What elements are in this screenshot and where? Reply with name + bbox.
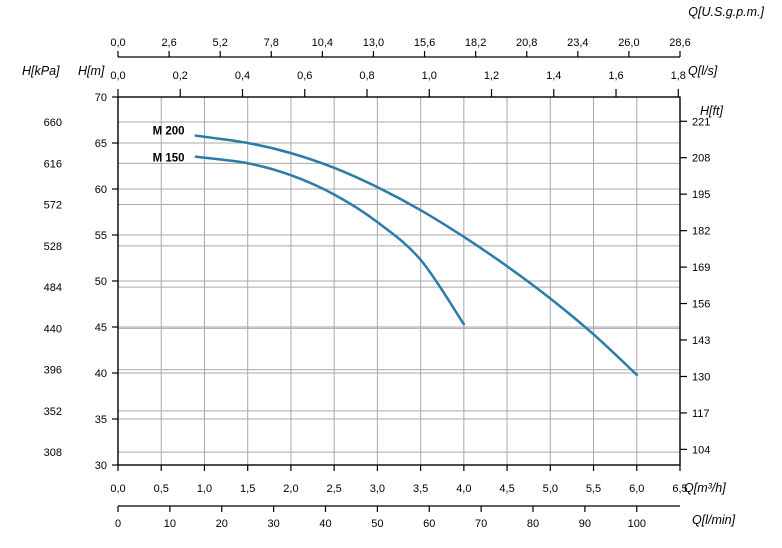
- lmin-tick-label: 80: [527, 518, 539, 530]
- kpa-tick-label: 396: [44, 365, 62, 377]
- m3h-tick-label: 4,5: [499, 483, 514, 495]
- kpa-tick-label: 308: [44, 447, 62, 459]
- ls-tick-label: 1,4: [546, 70, 561, 82]
- axis-title-ft: H[ft]: [700, 104, 723, 118]
- lmin-tick-label: 0: [115, 518, 121, 530]
- m3h-tick-label: 0,5: [154, 483, 169, 495]
- m3h-tick-label: 4,0: [456, 483, 471, 495]
- m3h-tick-label: 5,5: [586, 483, 601, 495]
- lmin-tick-label: 40: [319, 518, 331, 530]
- m-tick-label: 65: [95, 138, 107, 150]
- kpa-tick-label: 528: [44, 241, 62, 253]
- m3h-tick-label: 2,0: [283, 483, 298, 495]
- m3h-tick-label: 1,5: [240, 483, 255, 495]
- axis-title-m3h: Q[m³/h]: [684, 481, 726, 495]
- gpm-tick-label: 0,0: [110, 37, 125, 49]
- axis-title-ls: Q[l/s]: [688, 64, 718, 78]
- ft-tick-label: 208: [692, 153, 710, 165]
- ft-tick-label: 195: [692, 189, 710, 201]
- ls-tick-label: 0,6: [297, 70, 312, 82]
- ft-tick-label: 156: [692, 299, 710, 311]
- ls-tick-label: 1,2: [484, 70, 499, 82]
- lmin-tick-label: 20: [216, 518, 228, 530]
- curve-m-200: [194, 134, 639, 377]
- lmin-tick-label: 10: [164, 518, 176, 530]
- ls-tick-label: 0,2: [173, 70, 188, 82]
- curve-label-m-150: M 150: [153, 152, 185, 164]
- lmin-tick-label: 50: [371, 518, 383, 530]
- kpa-tick-label: 484: [44, 282, 62, 294]
- ls-tick-label: 1,6: [608, 70, 623, 82]
- axis-title-lmin: Q[l/min]: [692, 513, 736, 527]
- gpm-tick-label: 5,2: [213, 37, 228, 49]
- gpm-tick-label: 20,8: [516, 37, 537, 49]
- kpa-tick-label: 660: [44, 117, 62, 129]
- ls-tick-label: 1,0: [422, 70, 437, 82]
- ls-tick-label: 0,8: [359, 70, 374, 82]
- gpm-tick-label: 18,2: [465, 37, 486, 49]
- lmin-tick-label: 90: [579, 518, 591, 530]
- gpm-tick-label: 2,6: [161, 37, 176, 49]
- m-tick-label: 50: [95, 276, 107, 288]
- gpm-tick-label: 15,6: [414, 37, 435, 49]
- ft-tick-label: 182: [692, 226, 710, 238]
- m-tick-label: 40: [95, 368, 107, 380]
- gpm-tick-label: 28,6: [669, 37, 690, 49]
- m-tick-label: 70: [95, 92, 107, 104]
- ls-tick-label: 0,4: [235, 70, 250, 82]
- gpm-tick-label: 23,4: [567, 37, 588, 49]
- m-tick-label: 35: [95, 414, 107, 426]
- ft-tick-label: 221: [692, 116, 710, 128]
- kpa-tick-label: 572: [44, 200, 62, 212]
- kpa-tick-label: 352: [44, 406, 62, 418]
- kpa-tick-label: 440: [44, 323, 62, 335]
- ft-tick-label: 117: [692, 408, 710, 420]
- m-tick-label: 30: [95, 460, 107, 472]
- m-tick-label: 55: [95, 230, 107, 242]
- ft-tick-label: 169: [692, 262, 710, 274]
- m-tick-label: 60: [95, 184, 107, 196]
- axis-title-kpa: H[kPa]: [22, 64, 60, 78]
- gpm-tick-label: 10,4: [312, 37, 333, 49]
- m-tick-label: 45: [95, 322, 107, 334]
- axis-title-m: H[m]: [78, 64, 105, 78]
- kpa-tick-label: 616: [44, 158, 62, 170]
- lmin-tick-label: 70: [475, 518, 487, 530]
- lmin-tick-label: 60: [423, 518, 435, 530]
- ft-tick-label: 130: [692, 371, 710, 383]
- gpm-tick-label: 7,8: [264, 37, 279, 49]
- axis-title-usgpm: Q[U.S.g.p.m.]: [688, 5, 764, 19]
- ls-tick-label: 0,0: [110, 70, 125, 82]
- lmin-tick-label: 30: [268, 518, 280, 530]
- ft-tick-label: 143: [692, 335, 710, 347]
- m3h-tick-label: 6,0: [629, 483, 644, 495]
- m3h-tick-label: 3,0: [370, 483, 385, 495]
- m3h-tick-label: 6,5: [672, 483, 687, 495]
- curve-m-150: [194, 155, 466, 326]
- m3h-tick-label: 5,0: [543, 483, 558, 495]
- m3h-tick-label: 0,0: [110, 483, 125, 495]
- m3h-tick-label: 3,5: [413, 483, 428, 495]
- gpm-tick-label: 13,0: [363, 37, 384, 49]
- curve-label-m-200: M 200: [153, 126, 185, 138]
- lmin-tick-label: 100: [628, 518, 646, 530]
- m3h-tick-label: 1,0: [197, 483, 212, 495]
- gpm-tick-label: 26,0: [618, 37, 639, 49]
- m3h-tick-label: 2,5: [327, 483, 342, 495]
- ls-tick-label: 1,8: [671, 70, 686, 82]
- ft-tick-label: 104: [692, 444, 710, 456]
